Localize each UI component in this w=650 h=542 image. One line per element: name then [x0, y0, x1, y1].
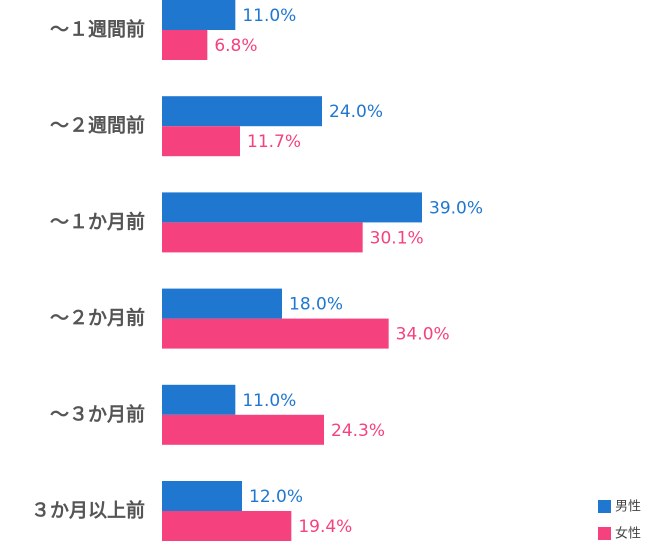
legend-swatch — [598, 500, 611, 513]
category-label: ～２か月前 — [50, 306, 145, 329]
category-label: ～３か月前 — [50, 402, 145, 425]
bar — [162, 414, 324, 445]
legend-label: 女性 — [615, 526, 641, 542]
value-label: 12.0% — [249, 487, 303, 507]
value-label: 11.7% — [247, 132, 301, 152]
category-label: ～１週間前 — [50, 18, 145, 41]
value-label: 39.0% — [429, 198, 483, 218]
value-label: 34.0% — [396, 325, 450, 345]
category-label: ～２週間前 — [50, 114, 145, 137]
category-label: ～１か月前 — [50, 210, 145, 233]
bar — [162, 126, 240, 157]
bar — [162, 384, 236, 415]
category-label: ３か月以上前 — [31, 499, 145, 522]
bar — [162, 511, 292, 541]
bar — [162, 222, 363, 253]
value-label: 24.0% — [329, 102, 383, 122]
bar — [162, 318, 389, 349]
bar — [162, 96, 322, 127]
legend-swatch — [598, 527, 611, 540]
bar — [162, 30, 208, 60]
value-label: 19.4% — [298, 517, 352, 537]
value-label: 11.0% — [242, 391, 296, 411]
legend-label: 男性 — [615, 500, 641, 515]
value-label: 30.1% — [370, 228, 424, 248]
bar — [162, 192, 422, 223]
value-label: 18.0% — [289, 295, 343, 315]
value-label: 6.8% — [214, 36, 257, 56]
value-label: 24.3% — [331, 421, 385, 441]
bar — [162, 481, 242, 511]
bar — [162, 0, 236, 30]
value-label: 11.0% — [242, 6, 296, 26]
bar — [162, 288, 282, 319]
